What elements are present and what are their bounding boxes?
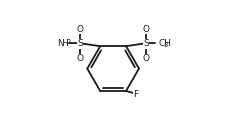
Text: CH: CH	[159, 39, 172, 48]
Text: N: N	[57, 39, 63, 48]
Text: F: F	[133, 90, 138, 99]
Text: 3: 3	[164, 42, 168, 48]
Text: O: O	[77, 54, 84, 63]
Text: H: H	[62, 39, 68, 48]
Text: O: O	[143, 54, 150, 63]
Text: 2: 2	[66, 39, 71, 45]
Text: O: O	[143, 25, 150, 34]
Text: S: S	[77, 39, 83, 48]
Text: S: S	[143, 39, 149, 48]
Text: O: O	[77, 25, 84, 34]
